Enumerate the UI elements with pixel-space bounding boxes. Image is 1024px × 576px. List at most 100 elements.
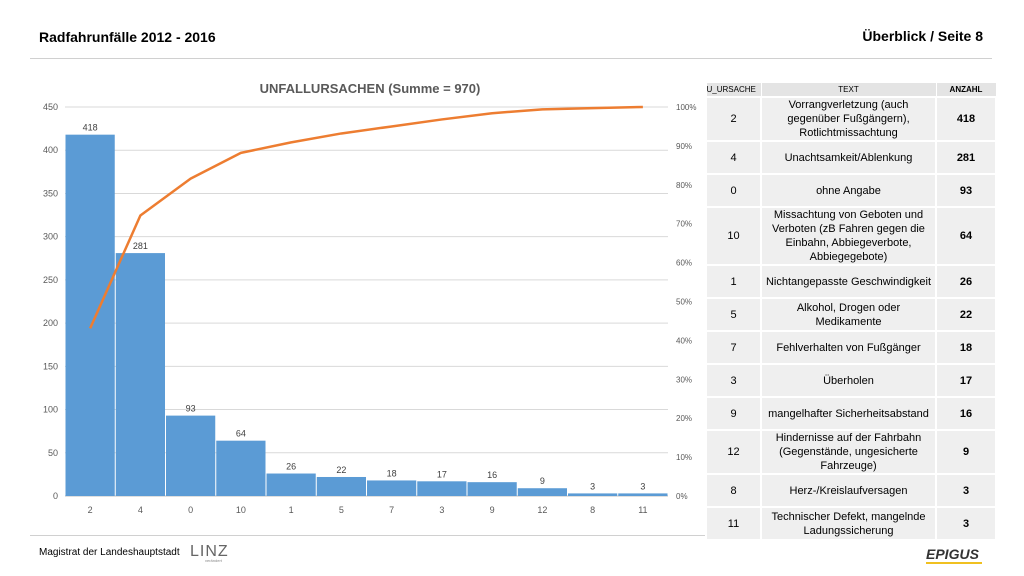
- bar: [568, 493, 618, 496]
- bar-value-label: 26: [286, 462, 296, 472]
- bar: [618, 493, 668, 496]
- bar-value-label: 93: [186, 404, 196, 414]
- table-row: 0 ohne Angabe 93: [705, 173, 997, 208]
- cell-code: 11: [705, 506, 762, 541]
- column-header-text: TEXT: [760, 82, 937, 98]
- bar: [467, 482, 517, 496]
- table-row: 8 Herz-/Kreislaufversagen 3: [705, 473, 997, 508]
- bar-value-label: 64: [236, 429, 246, 439]
- bar: [166, 415, 216, 496]
- table-row: 10 Missachtung von Geboten und Verboten (…: [705, 206, 997, 266]
- cell-count: 17: [935, 363, 997, 398]
- cell-text: Hindernisse auf der Fahrbahn (Gegenständ…: [760, 429, 937, 475]
- bar-value-label: 3: [640, 481, 645, 491]
- cell-text: Unachtsamkeit/Ablenkung: [760, 140, 937, 175]
- table-row: 3 Überholen 17: [705, 363, 997, 398]
- cell-count: 93: [935, 173, 997, 208]
- cell-text: Herz-/Kreislaufversagen: [760, 473, 937, 508]
- y-tick-label: 450: [43, 102, 58, 112]
- table-row: 5 Alkohol, Drogen oder Medikamente 22: [705, 297, 997, 332]
- cell-text: Vorrangverletzung (auch gegenüber Fußgän…: [760, 96, 937, 142]
- cell-count: 64: [935, 206, 997, 266]
- cell-text: mangelhafter Sicherheitsabstand: [760, 396, 937, 431]
- y2-tick-label: 0%: [676, 492, 688, 501]
- cell-code: 4: [705, 140, 762, 175]
- bar: [65, 134, 115, 496]
- cell-code: 7: [705, 330, 762, 365]
- y-tick-label: 350: [43, 188, 58, 198]
- bar: [517, 488, 567, 496]
- y-tick-label: 300: [43, 232, 58, 242]
- y2-tick-label: 10%: [676, 453, 692, 462]
- y-tick-label: 50: [48, 448, 58, 458]
- cell-text: Nichtangepasste Geschwindigkeit: [760, 264, 937, 299]
- x-tick-label: 12: [537, 505, 547, 515]
- cumulative-percent-line: [88, 105, 643, 329]
- table-row: 12 Hindernisse auf der Fahrbahn (Gegenstä…: [705, 429, 997, 475]
- linz-logo-subtext: verändert: [205, 558, 222, 563]
- linz-logo: LINZ: [190, 543, 229, 560]
- table-header-row: U_URSACHE TEXT ANZAHL: [705, 82, 997, 98]
- y-tick-label: 100: [43, 405, 58, 415]
- column-header-count: ANZAHL: [935, 82, 997, 98]
- cell-code: 2: [705, 96, 762, 142]
- y2-tick-label: 70%: [676, 220, 692, 229]
- column-header-code: U_URSACHE: [705, 82, 762, 98]
- cell-count: 16: [935, 396, 997, 431]
- cell-text: Technischer Defekt, mangelnde Ladungssic…: [760, 506, 937, 541]
- y2-tick-label: 40%: [676, 336, 692, 345]
- y2-tick-label: 20%: [676, 414, 692, 423]
- table-row: 7 Fehlverhalten von Fußgänger 18: [705, 330, 997, 365]
- cell-text: ohne Angabe: [760, 173, 937, 208]
- y-tick-label: 400: [43, 145, 58, 155]
- table-row: 9 mangelhafter Sicherheitsabstand 16: [705, 396, 997, 431]
- cell-text: Überholen: [760, 363, 937, 398]
- cell-count: 418: [935, 96, 997, 142]
- cause-table: U_URSACHE TEXT ANZAHL 2 Vorrangverletzung…: [705, 82, 997, 541]
- x-tick-label: 4: [138, 505, 143, 515]
- y-tick-label: 200: [43, 318, 58, 328]
- table-row: 1 Nichtangepasste Geschwindigkeit 26: [705, 264, 997, 299]
- x-tick-label: 10: [236, 505, 246, 515]
- bar-value-label: 9: [540, 476, 545, 486]
- bottom-divider: [30, 535, 992, 536]
- cell-count: 3: [935, 473, 997, 508]
- bar: [115, 253, 165, 496]
- cell-count: 22: [935, 297, 997, 332]
- x-tick-label: 8: [590, 505, 595, 515]
- bar: [367, 480, 417, 496]
- cell-count: 3: [935, 506, 997, 541]
- cell-text: Missachtung von Geboten und Verboten (zB…: [760, 206, 937, 266]
- x-tick-label: 9: [490, 505, 495, 515]
- y2-tick-label: 90%: [676, 142, 692, 151]
- top-divider: [30, 58, 992, 59]
- y2-tick-label: 80%: [676, 181, 692, 190]
- bar-value-label: 22: [336, 465, 346, 475]
- y-tick-label: 250: [43, 275, 58, 285]
- bar: [266, 473, 316, 496]
- bar: [417, 481, 467, 496]
- y2-tick-label: 60%: [676, 259, 692, 268]
- x-tick-label: 5: [339, 505, 344, 515]
- footer-text: Magistrat der Landeshauptstadt: [39, 547, 180, 558]
- bar-value-label: 3: [590, 481, 595, 491]
- table-row: 2 Vorrangverletzung (auch gegenüber Fußgä…: [705, 96, 997, 142]
- cell-text: Fehlverhalten von Fußgänger: [760, 330, 937, 365]
- cell-count: 18: [935, 330, 997, 365]
- cell-code: 9: [705, 396, 762, 431]
- y2-tick-label: 100%: [676, 103, 696, 112]
- bar-value-label: 16: [487, 470, 497, 480]
- y2-tick-label: 30%: [676, 375, 692, 384]
- cell-code: 10: [705, 206, 762, 266]
- epigus-logo: EPIGUS: [926, 546, 979, 562]
- page-subtitle: Überblick / Seite 8: [862, 28, 983, 44]
- table-row: 4 Unachtsamkeit/Ablenkung 281: [705, 140, 997, 175]
- chart-title: UNFALLURSACHEN (Summe = 970): [260, 81, 481, 96]
- x-tick-label: 0: [188, 505, 193, 515]
- y-tick-label: 150: [43, 361, 58, 371]
- bar: [216, 440, 266, 496]
- y2-tick-label: 50%: [676, 298, 692, 307]
- cell-code: 3: [705, 363, 762, 398]
- cell-code: 0: [705, 173, 762, 208]
- x-tick-label: 11: [638, 505, 647, 515]
